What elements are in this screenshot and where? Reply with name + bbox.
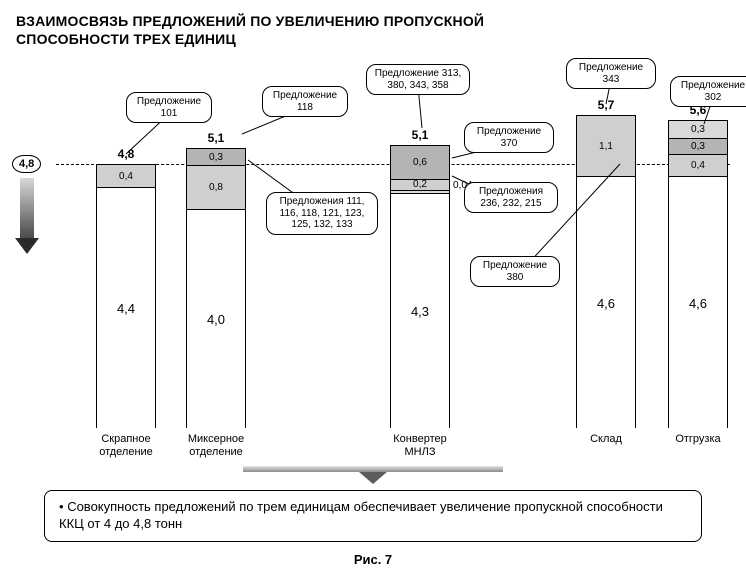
- bar-segment: 4,6: [577, 176, 635, 429]
- down-arrow-wide: [243, 466, 503, 484]
- callout: Предложение 370: [464, 122, 554, 153]
- down-arrow-icon: [20, 178, 34, 254]
- bar-segment: 4,3: [391, 193, 449, 430]
- bar-label: Отгрузка: [657, 433, 738, 446]
- figure-label: Рис. 7: [16, 552, 730, 567]
- callout: Предложения 111, 116, 118, 121, 123, 125…: [266, 192, 378, 235]
- bar-total: 4,8: [97, 147, 155, 161]
- callout: Предложение 313, 380, 343, 358: [366, 64, 470, 95]
- bar-segment: 1,1: [577, 116, 635, 177]
- bar-total: 5,1: [391, 128, 449, 142]
- bar-segment: 4,0: [187, 209, 245, 429]
- bar-segment: 0,3: [187, 149, 245, 166]
- callout: Предложение 302: [670, 76, 746, 107]
- bar: 0,30,30,44,65,6Отгрузка: [668, 120, 728, 428]
- bar-segment: 4,6: [669, 176, 727, 429]
- bar-segment: 0,3: [669, 121, 727, 138]
- bar-label: Склад: [565, 433, 646, 446]
- bar-segment: 0,4: [97, 165, 155, 187]
- bar: 1,14,65,7Склад: [576, 115, 636, 429]
- bar-total: 5,1: [187, 131, 245, 145]
- conclusion-box: • Совокупность предложений по трем едини…: [44, 490, 702, 542]
- bar-segment: 0,8: [187, 165, 245, 209]
- callout: Предложение 118: [262, 86, 348, 117]
- bar-segment: 4,4: [97, 187, 155, 429]
- chart-area: 4,80,44,44,8Скрапное отделение0,30,84,05…: [56, 58, 730, 458]
- bar-segment: 0,2: [391, 179, 449, 190]
- callout: Предложение 101: [126, 92, 212, 123]
- chart-title: ВЗАИМОСВЯЗЬ ПРЕДЛОЖЕНИЙ ПО УВЕЛИЧЕНИЮ ПР…: [16, 12, 730, 48]
- bar-label: Скрапное отделение: [85, 433, 166, 458]
- callout: Предложения 236, 232, 215: [464, 182, 558, 213]
- bar-segment: 0,6: [391, 146, 449, 179]
- callout: Предложение 380: [470, 256, 560, 287]
- bar-total: 5,7: [577, 98, 635, 112]
- bar-segment: 0,4: [669, 154, 727, 176]
- bar-segment: 0,3: [669, 138, 727, 155]
- axis-marker: 4,8: [12, 155, 41, 173]
- callout: Предложение 343: [566, 58, 656, 89]
- bar: 0,60,20,044,35,1Конвертер МНЛЗ: [390, 145, 450, 429]
- bar: 0,30,84,05,1Миксерное отделение: [186, 148, 246, 429]
- bar-label: Миксерное отделение: [175, 433, 256, 458]
- bar: 0,44,44,8Скрапное отделение: [96, 164, 156, 428]
- bar-label: Конвертер МНЛЗ: [379, 433, 460, 458]
